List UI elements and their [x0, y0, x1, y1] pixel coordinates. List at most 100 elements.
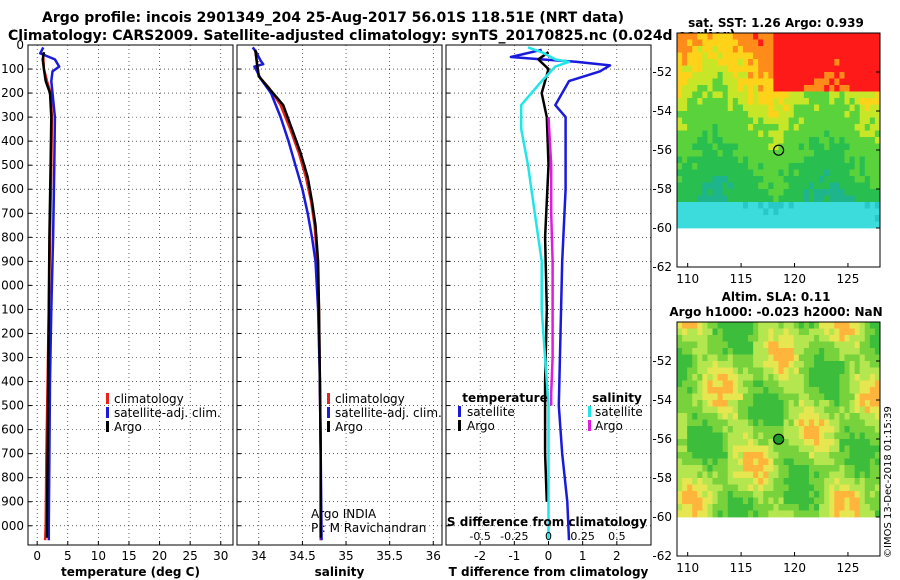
map-cell: [849, 163, 856, 170]
map-cell: [773, 504, 779, 511]
map-cell: [874, 367, 881, 375]
map-cell: [849, 510, 856, 518]
map-cell: [864, 33, 871, 40]
legend-swatch: [327, 421, 330, 432]
map-cell: [814, 497, 820, 505]
map-cell: [788, 124, 795, 131]
map-cell: [722, 439, 729, 446]
map-cell: [773, 33, 779, 40]
map-cell: [737, 163, 744, 170]
map-cell: [869, 419, 876, 427]
map-cell: [732, 497, 739, 505]
map-cell: [692, 335, 698, 342]
map-cell: [727, 491, 734, 498]
map-cell: [742, 458, 749, 466]
map-cell: [712, 465, 718, 472]
map-cell: [803, 39, 810, 47]
map-cell: [798, 98, 805, 105]
map-cell: [692, 439, 698, 446]
map-cell: [742, 341, 749, 349]
map-cell: [844, 182, 850, 190]
map-cell: [722, 497, 729, 505]
y-tick-label: 800: [1, 230, 24, 244]
map-cell: [702, 439, 708, 446]
map-cell: [773, 59, 779, 66]
map-cell: [753, 143, 759, 151]
map-cell: [869, 202, 876, 209]
map-cell: [788, 59, 795, 66]
map-cell: [707, 432, 713, 440]
map-cell: [819, 137, 825, 144]
map-cell: [732, 215, 739, 222]
map-cell: [717, 484, 724, 492]
map-cell: [824, 374, 830, 381]
map-cell: [844, 445, 850, 453]
map-cell: [748, 322, 754, 329]
map-cell: [753, 33, 759, 40]
map-cell: [819, 497, 825, 505]
map-y-tick-label: -54: [652, 104, 672, 118]
map-cell: [692, 393, 698, 401]
map-cell: [758, 452, 764, 459]
map-cell: [763, 458, 769, 466]
map-cell: [778, 215, 784, 222]
map-cell: [839, 182, 845, 190]
map-cell: [732, 46, 739, 53]
map-cell: [788, 380, 795, 388]
map-cell: [829, 143, 835, 151]
map-cell: [717, 202, 724, 209]
map-cell: [808, 426, 815, 433]
x-tick-label: -2: [474, 549, 486, 563]
map-cell: [763, 322, 769, 329]
series-line: [547, 117, 554, 406]
map-cell: [874, 432, 881, 440]
map-cell: [814, 65, 820, 73]
map-cell: [732, 169, 739, 177]
map-cell: [798, 393, 805, 401]
map-cell: [839, 52, 845, 60]
map-cell: [808, 124, 815, 131]
map-cell: [803, 413, 810, 420]
map-cell: [768, 445, 774, 453]
map-cell: [722, 124, 729, 131]
map-cell: [758, 439, 764, 446]
map-cell: [753, 215, 759, 222]
map-cell: [737, 491, 744, 498]
map-cell: [737, 189, 744, 196]
map-cell: [783, 335, 790, 342]
map-cell: [768, 510, 774, 518]
map-cell: [798, 130, 805, 138]
map-cell: [717, 85, 724, 92]
map-cell: [727, 78, 734, 86]
map-cell: [783, 46, 790, 53]
map-cell: [778, 458, 784, 466]
map-cell: [702, 393, 708, 401]
map-cell: [803, 400, 810, 407]
map-cell: [677, 163, 683, 170]
map-cell: [748, 510, 754, 518]
map-cell: [834, 426, 840, 433]
map-cell: [717, 328, 724, 336]
map-cell: [687, 387, 693, 394]
map-cell: [839, 72, 845, 79]
map-cell: [737, 195, 744, 203]
map-cell: [677, 361, 683, 368]
map-cell: [687, 426, 693, 433]
map-cell: [803, 387, 810, 394]
map-cell: [687, 202, 693, 209]
map-cell: [839, 478, 845, 485]
map-cell: [854, 367, 861, 375]
map-cell: [788, 52, 795, 60]
map-cell: [753, 163, 759, 170]
map-cell: [768, 124, 774, 131]
map-cell: [788, 419, 795, 427]
map-cell: [793, 387, 800, 394]
map-cell: [839, 169, 845, 177]
map-cell: [717, 471, 724, 479]
map-cell: [864, 85, 871, 92]
map-cell: [707, 169, 713, 177]
map-cell: [829, 400, 835, 407]
map-cell: [707, 33, 713, 40]
map-cell: [874, 348, 881, 355]
map-cell: [773, 361, 779, 368]
